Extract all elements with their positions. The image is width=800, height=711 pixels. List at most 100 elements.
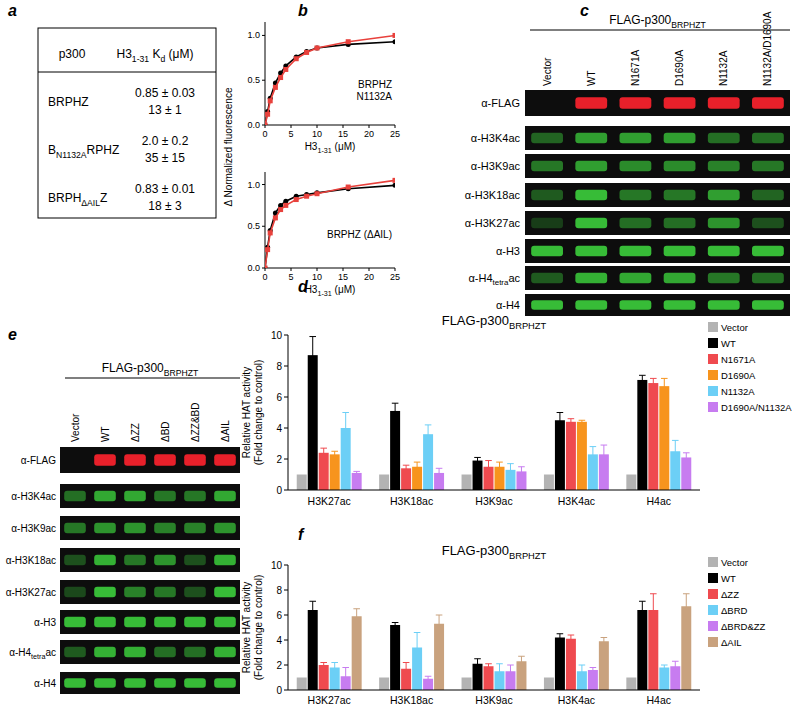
text-segment: 1-31	[132, 54, 149, 64]
blot-strip	[60, 672, 240, 694]
row-label: α-H4tetraac	[468, 272, 520, 287]
band	[154, 523, 176, 534]
bar	[423, 679, 433, 690]
bar	[473, 461, 483, 490]
row-label: α-H3K18ac	[465, 189, 521, 201]
text-segment: α-H4	[468, 272, 492, 284]
band	[664, 133, 696, 144]
y-tick-label: 10	[271, 560, 283, 571]
band	[620, 133, 652, 144]
error-cap	[436, 615, 443, 616]
error-cap	[601, 637, 608, 638]
text-segment: α-FLAG	[481, 97, 520, 109]
table-cell: 0.85 ± 0.03	[135, 86, 195, 100]
category-label: H4ac	[647, 694, 672, 706]
error-cap	[557, 412, 564, 413]
legend-label: WT	[721, 338, 736, 349]
band	[752, 273, 784, 284]
blot-strip	[525, 90, 790, 116]
band	[184, 678, 206, 688]
text-segment: N1132A	[56, 150, 87, 160]
y-tick	[284, 366, 288, 367]
error-cap	[403, 662, 410, 663]
error-cap	[496, 462, 503, 463]
text-segment: α-H3K18ac	[465, 189, 521, 201]
error-cap	[557, 633, 564, 634]
bar	[319, 453, 329, 490]
legend-swatch	[708, 354, 718, 364]
annotation: N1132A	[357, 91, 393, 102]
data-point	[278, 75, 283, 80]
band	[708, 218, 740, 229]
band	[752, 133, 784, 144]
legend-label: ΔAIL	[721, 637, 742, 648]
band	[575, 133, 607, 144]
text-segment: p300	[59, 47, 86, 61]
bar	[516, 471, 526, 490]
error-cap	[353, 608, 360, 609]
x-tick-label: 25	[390, 129, 400, 139]
bar	[390, 411, 400, 490]
bar	[637, 380, 647, 490]
series-line	[265, 35, 395, 125]
error-cap	[353, 471, 360, 472]
band	[154, 587, 176, 598]
panel-label: b	[298, 2, 308, 19]
band	[64, 523, 86, 534]
text-segment: α-H3	[34, 617, 56, 628]
band	[664, 161, 696, 172]
error-cap	[650, 378, 657, 379]
bar	[544, 678, 554, 691]
y-tick	[262, 80, 265, 81]
bar	[659, 386, 669, 490]
data-point	[304, 49, 309, 54]
error-cap	[579, 665, 586, 666]
blot-strip	[60, 610, 240, 634]
y-tick-label: 4	[276, 423, 282, 434]
legend-swatch	[708, 573, 718, 583]
error-cap	[342, 412, 349, 413]
band	[575, 218, 607, 229]
table-cell: 13 ± 1	[148, 103, 182, 117]
band	[154, 491, 176, 502]
bar	[681, 606, 691, 690]
y-tick	[262, 268, 265, 269]
error-cap	[436, 468, 443, 469]
data-point	[393, 33, 396, 38]
plot-area	[265, 33, 395, 125]
x-tick-label: 15	[338, 129, 348, 139]
text-segment: (μM)	[332, 284, 356, 295]
band	[184, 555, 206, 566]
band	[154, 617, 176, 628]
line-chart: 05101520250.00.51.0H31-31 (μM)Δ Normaliz…	[223, 22, 400, 206]
band	[531, 246, 563, 257]
text-segment: α-H3K27ac	[465, 217, 521, 229]
legend-swatch	[708, 605, 718, 615]
band	[708, 300, 740, 310]
text-segment: H3	[305, 141, 318, 152]
y-tick	[284, 690, 288, 691]
x-tick-label: 10	[312, 272, 322, 282]
y-tick	[284, 490, 288, 491]
lane-label: ΔBD	[160, 421, 171, 442]
error-cap	[425, 424, 432, 425]
band	[94, 555, 116, 566]
text-segment: Z	[100, 191, 107, 205]
blot-strip	[60, 484, 240, 508]
lane-label: N1132A	[718, 50, 729, 86]
band	[94, 678, 116, 688]
legend-swatch	[708, 370, 718, 380]
data-point	[265, 247, 270, 252]
error-cap	[392, 622, 399, 623]
band	[664, 190, 696, 201]
error-cap	[474, 457, 481, 458]
band	[214, 555, 236, 566]
text-segment: α-H3K27ac	[6, 587, 56, 598]
data-point	[265, 112, 270, 117]
bar	[401, 669, 411, 690]
legend-label: ΔBRD	[721, 605, 748, 616]
y-tick-label: 6	[276, 610, 282, 621]
bar	[659, 668, 669, 691]
band	[708, 246, 740, 257]
band	[708, 133, 740, 144]
